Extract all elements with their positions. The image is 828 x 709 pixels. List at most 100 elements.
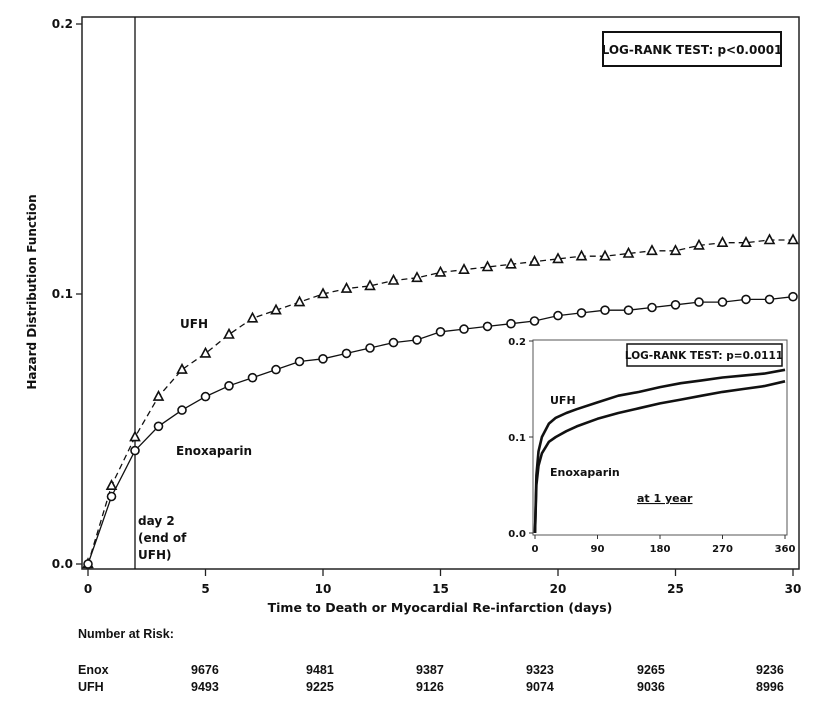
risk-cell: 8996 (756, 680, 784, 694)
inset-series-line-enoxaparin (533, 380, 786, 534)
inset-log-rank-text: LOG-RANK TEST: p=0.0111 (625, 350, 783, 362)
data-point-ufh (340, 281, 353, 293)
data-point-enoxaparin (130, 445, 140, 456)
risk-cell: 9493 (191, 680, 219, 694)
risk-row-label: Enox (78, 663, 109, 677)
data-point-ufh (105, 478, 118, 491)
data-point-ufh (223, 327, 235, 339)
risk-cell: 9126 (416, 680, 444, 694)
data-point-enoxaparin (318, 353, 328, 364)
data-point-enoxaparin (623, 305, 634, 316)
data-point-ufh (481, 260, 494, 272)
data-point-enoxaparin (224, 380, 234, 391)
data-point-enoxaparin (341, 348, 352, 359)
inset-y-tick-label: 0.0 (508, 529, 526, 540)
x-tick-label: 20 (550, 582, 567, 596)
data-point-ufh (693, 238, 705, 250)
enoxaparin-series-label: Enoxaparin (176, 444, 252, 458)
data-point-ufh (129, 430, 141, 442)
inset-y-tick-label: 0.2 (508, 337, 526, 348)
data-point-enoxaparin (647, 302, 657, 313)
data-point-enoxaparin (600, 305, 610, 316)
ufh-series-label: UFH (180, 317, 208, 331)
data-point-enoxaparin (177, 405, 187, 415)
data-point-enoxaparin (106, 491, 117, 502)
data-point-enoxaparin (271, 364, 281, 375)
data-point-enoxaparin (529, 316, 540, 326)
x-tick-label: 30 (785, 582, 802, 596)
data-point-enoxaparin (694, 297, 704, 307)
data-point-enoxaparin (717, 297, 728, 307)
inset-x-tick-label: 270 (712, 544, 733, 555)
data-point-ufh (575, 249, 588, 261)
inset-log-rank-box (626, 343, 783, 367)
data-point-ufh (270, 303, 282, 315)
data-point-ufh (669, 244, 682, 256)
inset-ufh-label: UFH (550, 394, 576, 407)
data-point-enoxaparin (412, 335, 422, 345)
data-point-ufh (740, 235, 752, 247)
data-point-enoxaparin (482, 321, 493, 332)
data-point-enoxaparin (435, 326, 446, 337)
data-point-ufh (505, 257, 517, 269)
data-point-enoxaparin (576, 308, 587, 318)
day2-label-line3: UFH) (138, 548, 171, 562)
data-point-enoxaparin (247, 372, 258, 383)
data-point-ufh (458, 262, 470, 275)
data-point-ufh (152, 389, 165, 401)
x-tick-label: 10 (315, 582, 332, 596)
data-point-ufh (552, 252, 564, 264)
data-point-ufh (246, 311, 259, 323)
data-point-enoxaparin (200, 391, 211, 402)
data-point-ufh (387, 273, 400, 285)
risk-cell: 9074 (526, 680, 554, 694)
x-tick-label: 0 (84, 582, 92, 596)
data-point-enoxaparin (788, 291, 798, 302)
risk-cell: 9036 (637, 680, 665, 694)
risk-cell: 9676 (191, 663, 219, 677)
data-point-enoxaparin (388, 337, 399, 348)
inset-enoxaparin-label: Enoxaparin (550, 466, 620, 479)
inset-x-tick-label: 180 (650, 544, 671, 555)
x-tick-label: 5 (201, 582, 209, 596)
data-point-enoxaparin (83, 559, 93, 569)
data-point-enoxaparin (153, 421, 164, 432)
inset-x-tick-label: 360 (775, 544, 796, 555)
data-point-ufh (434, 265, 447, 277)
risk-cell: 9236 (756, 663, 784, 677)
data-point-enoxaparin (741, 294, 751, 305)
data-point-ufh (199, 346, 212, 358)
data-point-ufh (787, 233, 799, 245)
data-point-ufh (176, 362, 188, 374)
log-rank-text: LOG-RANK TEST: p<0.0001 (602, 43, 783, 57)
risk-cell: 9225 (306, 680, 334, 694)
inset-x-tick-label: 0 (532, 544, 539, 555)
log-rank-box (602, 31, 782, 67)
data-point-ufh (411, 271, 423, 283)
data-point-ufh (716, 235, 729, 247)
day2-label-line2: (end of (138, 531, 187, 545)
data-point-ufh (364, 279, 376, 291)
inset-y-tick-label: 0.1 (508, 433, 526, 444)
data-point-ufh (528, 254, 541, 266)
data-point-ufh (599, 249, 611, 261)
risk-cell: 9481 (306, 663, 334, 677)
x-axis-label: Time to Death or Myocardial Re-infarctio… (268, 600, 613, 615)
inset-plot-frame (532, 339, 788, 536)
risk-cell: 9265 (637, 663, 665, 677)
x-tick-label: 15 (432, 582, 449, 596)
risk-row-label: UFH (78, 680, 104, 694)
y-tick-label: 0.0 (52, 557, 73, 571)
data-point-ufh (622, 246, 635, 258)
data-point-ufh (763, 233, 776, 245)
day2-label-line1: day 2 (138, 514, 175, 528)
data-point-enoxaparin (506, 318, 516, 329)
risk-table-heading: Number at Risk: (78, 627, 174, 641)
inset-subtitle: at 1 year (637, 492, 693, 505)
risk-cell: 9387 (416, 663, 444, 677)
risk-cell: 9323 (526, 663, 554, 677)
data-point-ufh (646, 244, 658, 256)
data-point-enoxaparin (365, 343, 375, 353)
data-point-enoxaparin (553, 310, 563, 321)
